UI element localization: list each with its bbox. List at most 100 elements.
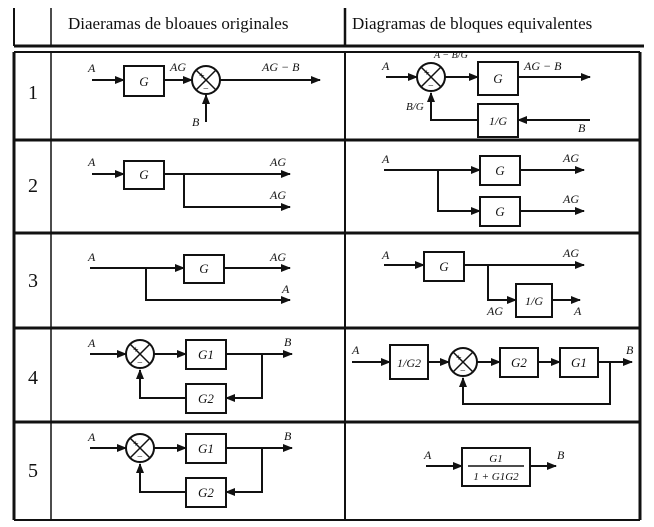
row-5-equivalent-output-label: B [557,448,565,462]
header-equivalent: Diagramas de bloques equivalentes [352,14,592,34]
row-4-equivalent-block-1 [499,347,539,378]
row-4-original-feedback-block [185,383,227,414]
row-4-equivalent-minus-sign: − [460,366,466,377]
row-3-equivalent-input-label: A [381,248,390,262]
row-4-number: 4 [28,367,38,389]
row-1-original-sum-cross-2 [195,69,217,91]
row-3-equivalent-output-2-label: A [573,304,582,318]
row-4-original-input-label: A [87,336,96,350]
row-1-original-mid-label: AG [169,60,186,74]
row-5-original-wires [90,444,293,496]
row-1-original-g-block [123,65,165,97]
row-3-original-g-block [183,254,225,284]
row-5-equivalent-tf-block [461,447,531,487]
row-2-equivalent-g-block-1 [479,155,521,186]
row-3-original-output-1-label: AG [269,250,286,264]
row-4-original-forward-label: G1 [198,347,214,362]
row-4-equivalent-sum-cross-2 [452,351,474,373]
row-1-number: 1 [28,82,38,104]
row-4-equivalent-input-label: A [351,343,360,357]
row-1-equivalent-minus-sign: − [428,81,434,92]
row-3-equivalent-output-1-label: AG [562,246,579,260]
row-3-equivalent-inverse-block [515,283,553,318]
row-5-number: 5 [28,460,38,482]
row-1-equivalent-g-block [477,61,519,96]
row-4-original-minus-sign: − [137,358,143,369]
row-2-original-input-label: A [87,155,96,169]
row-5-original-feedback-block [185,477,227,508]
row-1-original-minus-sign: − [203,84,209,95]
row-1-original-block-label: G [139,74,149,89]
row-3-equivalent-wires [384,261,585,304]
row-1-original-side-input-label: B [192,115,200,129]
row-4-equivalent-block-1-label: G2 [511,355,527,370]
row-1-equivalent-block-label: G [493,71,503,86]
table-grid [12,8,644,521]
row-2-equivalent-block-1-label: G [495,163,505,178]
row-1-equivalent-sum-cross-2 [420,66,442,88]
row-3-original-block-label: G [199,261,209,276]
header-original-text: Diaeramas de bloaues originales [68,14,289,33]
row-3-equivalent-branch-label: AG [486,304,503,318]
row-2-original-wires [92,170,291,211]
row-5-original-sum-cross-2 [129,437,151,459]
row-4-equivalent-plus-sign: + [456,353,462,364]
row-1-equivalent-inverse-label: 1/G [489,114,507,128]
row-2-original-output-1-label: AG [269,155,286,169]
row-5-original-forward-label: G1 [198,441,214,456]
row-1-equivalent-input-label: A [381,59,390,73]
row-4-equivalent-block-2 [559,347,599,378]
row-1-original-plus-sign: + [199,71,205,82]
row-4-equivalent-pre-block-label: 1/G2 [397,356,421,370]
row-3-equivalent-block-label: G [439,259,449,274]
row-4-original-sum-cross-2 [129,343,151,365]
row-4-original-forward-block [185,339,227,370]
row-5-equivalent-numerator: G1 [489,453,502,465]
row-1-equivalent-wires [386,73,591,124]
row-3-original-input-label: A [87,250,96,264]
row-2-equivalent-input-label: A [381,152,390,166]
row-3-number: 3 [28,270,38,292]
row-2-equivalent-block-2-label: G [495,204,505,219]
header-original: Diaeramas de bloaues originales [68,14,288,34]
row-4-original-output-label: B [284,335,292,349]
row-1-equivalent-output-label: AG − B [523,59,562,73]
row-4-equivalent-output-label: B [626,343,634,357]
row-5-original-input-label: A [87,430,96,444]
row-1-equivalent-sum-out-label: A − B/G [433,50,468,61]
row-2-number: 2 [28,175,38,197]
row-2-equivalent-output-2-label: AG [562,192,579,206]
row-1-equivalent-plus-sign: + [424,68,430,79]
row-5-original-minus-sign: − [137,452,143,463]
row-5-original-plus-sign: + [133,439,139,450]
row-1-original-wires [92,76,321,122]
row-2-equivalent-wires [384,166,585,215]
row-5-equivalent-denominator: 1 + G1G2 [473,471,519,483]
row-2-equivalent-output-1-label: AG [562,151,579,165]
row-1-equivalent-feedback-input-label: B [578,121,586,135]
row-1-equivalent-inverse-block [477,103,519,138]
row-5-equivalent-input-label: A [423,448,432,462]
row-4-equivalent-wires [352,358,633,405]
row-3-equivalent-g-block [423,251,465,282]
row-3-equivalent-inverse-label: 1/G [525,294,543,308]
row-1-original-input-label: A [87,61,96,75]
row-1-equivalent-feedback-label: B/G [406,101,424,113]
row-4-equivalent-pre-block [389,344,429,380]
row-2-equivalent-g-block-2 [479,196,521,227]
row-1-original-output-label: AG − B [261,60,300,74]
row-4-original-wires [90,350,293,402]
row-2-original-output-2-label: AG [269,188,286,202]
row-4-equivalent-block-2-label: G1 [571,355,587,370]
row-3-original-output-2-label: A [281,282,290,296]
row-5-original-forward-block [185,433,227,464]
row-5-original-feedback-label: G2 [198,485,214,500]
row-4-original-feedback-label: G2 [198,391,214,406]
row-2-original-block-label: G [139,167,149,182]
row-4-original-plus-sign: + [133,345,139,356]
row-5-original-output-label: B [284,429,292,443]
row-2-original-g-block [123,160,165,190]
row-3-original-wires [90,264,291,304]
